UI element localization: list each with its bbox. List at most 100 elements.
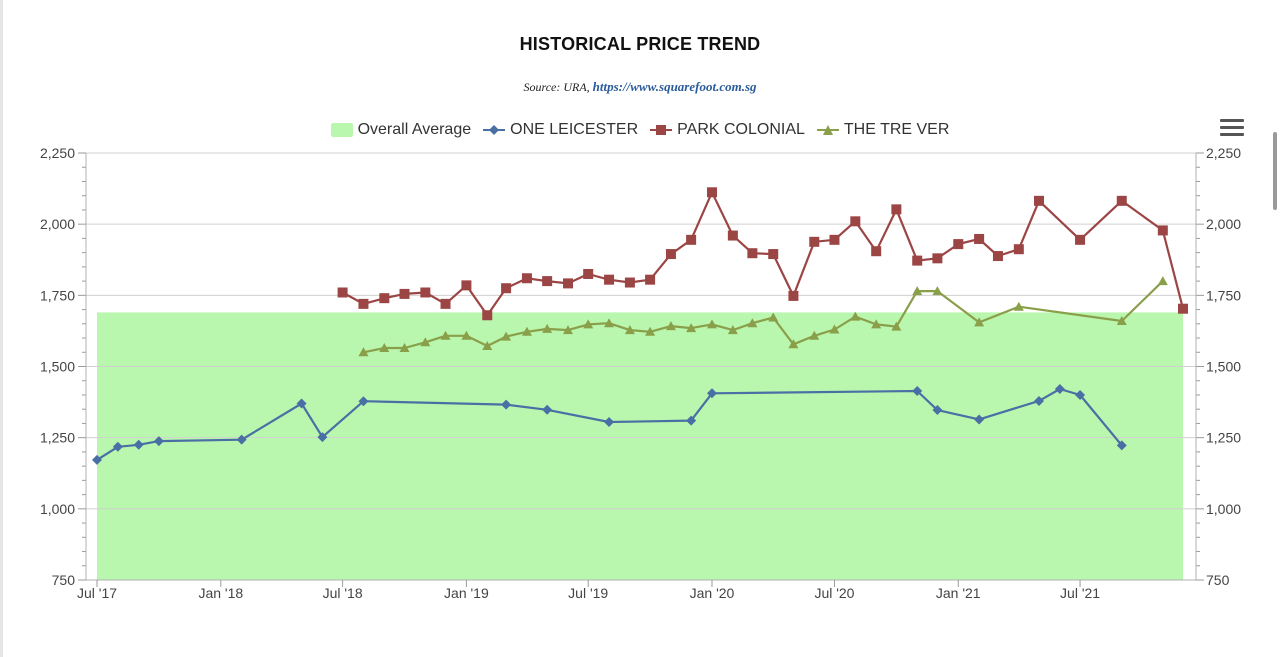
data-point-the-tre-ver	[891, 321, 902, 331]
data-point-the-tre-ver	[912, 286, 923, 296]
data-point-park-colonial	[1013, 244, 1024, 255]
data-point-one-leicester	[1116, 440, 1127, 451]
data-point-park-colonial	[747, 248, 758, 259]
legend-item-one-leicester[interactable]: ONE LEICESTER	[483, 121, 638, 139]
data-point-park-colonial	[604, 274, 615, 285]
legend-swatch-square	[650, 125, 673, 135]
data-point-the-tre-ver	[645, 326, 656, 336]
data-point-park-colonial	[727, 230, 738, 241]
data-point-the-tre-ver	[871, 319, 882, 329]
data-point-one-leicester	[974, 414, 985, 425]
data-point-the-tre-ver	[747, 318, 758, 328]
legend-item-overall-average[interactable]: Overall Average	[330, 121, 471, 139]
data-point-park-colonial	[379, 293, 390, 304]
series-line-park-colonial	[342, 191, 1185, 317]
data-point-one-leicester	[1054, 383, 1065, 394]
frame-edge	[0, 0, 3, 657]
data-point-park-colonial	[399, 288, 410, 299]
data-point-park-colonial	[850, 216, 861, 227]
menu-bar-top	[1220, 119, 1244, 122]
data-point-the-tre-ver	[727, 325, 738, 335]
data-point-one-leicester	[153, 436, 164, 447]
data-point-one-leicester	[112, 441, 123, 452]
data-point-the-tre-ver	[624, 325, 635, 335]
source-link[interactable]: https://www.squarefoot.com.sg	[592, 79, 757, 94]
data-point-one-leicester	[542, 404, 553, 415]
data-point-the-tre-ver	[974, 317, 985, 327]
data-point-one-leicester	[501, 399, 512, 410]
data-point-one-leicester	[92, 454, 102, 465]
legend-label-the-tre-ver: THE TRE VER	[843, 121, 950, 138]
data-point-park-colonial	[440, 298, 451, 309]
data-point-one-leicester	[317, 432, 328, 443]
data-point-park-colonial	[974, 233, 985, 244]
y-tick-label-right: 2,250	[1206, 145, 1241, 161]
data-point-the-tre-ver	[665, 321, 676, 331]
data-point-the-tre-ver	[358, 347, 369, 357]
menu-bar-middle	[1220, 126, 1244, 129]
hamburger-menu-icon[interactable]	[1220, 119, 1244, 139]
data-point-park-colonial	[871, 246, 882, 257]
data-point-one-leicester	[358, 396, 369, 407]
x-tick-label: Jul '19	[568, 585, 608, 601]
legend-swatch-diamond	[483, 125, 506, 135]
data-point-the-tre-ver	[482, 341, 493, 351]
data-point-park-colonial	[1034, 195, 1045, 206]
data-point-park-colonial	[420, 287, 431, 298]
y-tick-label-left: 1,250	[40, 430, 75, 446]
y-tick-label-right: 1,250	[1206, 430, 1241, 446]
data-point-the-tre-ver	[932, 286, 943, 296]
data-point-park-colonial	[1157, 225, 1168, 236]
data-point-one-leicester	[706, 388, 717, 399]
x-tick-label: Jan '18	[198, 585, 243, 601]
data-point-park-colonial	[1075, 234, 1086, 245]
data-point-the-tre-ver	[788, 339, 799, 349]
data-point-the-tre-ver	[829, 324, 840, 334]
data-point-park-colonial	[706, 187, 717, 198]
legend-swatch-area	[330, 123, 353, 137]
x-tick-label: Jul '20	[814, 585, 854, 601]
scrollbar-thumb[interactable]	[1273, 132, 1277, 210]
data-point-the-tre-ver	[501, 331, 512, 341]
data-point-the-tre-ver	[768, 312, 779, 322]
data-point-park-colonial	[501, 283, 512, 294]
data-point-the-tre-ver	[521, 326, 532, 336]
data-point-park-colonial	[337, 287, 348, 298]
data-point-one-leicester	[296, 398, 307, 409]
data-point-park-colonial	[768, 249, 779, 260]
x-tick-label: Jan '21	[936, 585, 981, 601]
y-tick-label-left: 1,000	[40, 501, 75, 517]
data-point-the-tre-ver	[440, 330, 451, 340]
data-point-the-tre-ver	[399, 342, 410, 352]
data-point-one-leicester	[236, 434, 247, 445]
x-tick-label: Jan '20	[690, 585, 735, 601]
y-tick-label-right: 1,000	[1206, 501, 1241, 517]
data-point-park-colonial	[788, 290, 799, 301]
subtitle-prefix: Source: URA,	[523, 80, 593, 94]
data-point-park-colonial	[542, 276, 553, 287]
y-tick-label-right: 1,500	[1206, 359, 1241, 375]
data-point-the-tre-ver	[583, 319, 594, 329]
data-point-one-leicester	[932, 405, 943, 416]
legend-swatch-triangle	[816, 125, 839, 135]
data-point-park-colonial	[358, 298, 369, 309]
y-tick-label-right: 1,750	[1206, 287, 1241, 303]
data-point-the-tre-ver	[809, 330, 820, 340]
legend-item-park-colonial[interactable]: PARK COLONIAL	[650, 121, 805, 139]
legend-item-the-tre-ver[interactable]: THE TRE VER	[816, 121, 950, 139]
data-point-the-tre-ver	[420, 337, 431, 347]
y-tick-label-left: 2,250	[40, 145, 75, 161]
y-tick-label-right: 2,000	[1206, 216, 1241, 232]
legend-label-park-colonial: PARK COLONIAL	[677, 121, 805, 138]
x-tick-label: Jul '18	[323, 585, 363, 601]
overall-average-area-group	[97, 312, 1183, 580]
data-point-one-leicester	[604, 417, 615, 428]
x-tick-label: Jan '19	[444, 585, 489, 601]
data-point-one-leicester	[1034, 395, 1045, 406]
data-point-the-tre-ver	[686, 323, 697, 333]
data-point-park-colonial	[665, 249, 676, 260]
data-point-the-tre-ver	[604, 318, 615, 328]
data-point-park-colonial	[686, 234, 697, 245]
data-point-the-tre-ver	[379, 342, 390, 352]
